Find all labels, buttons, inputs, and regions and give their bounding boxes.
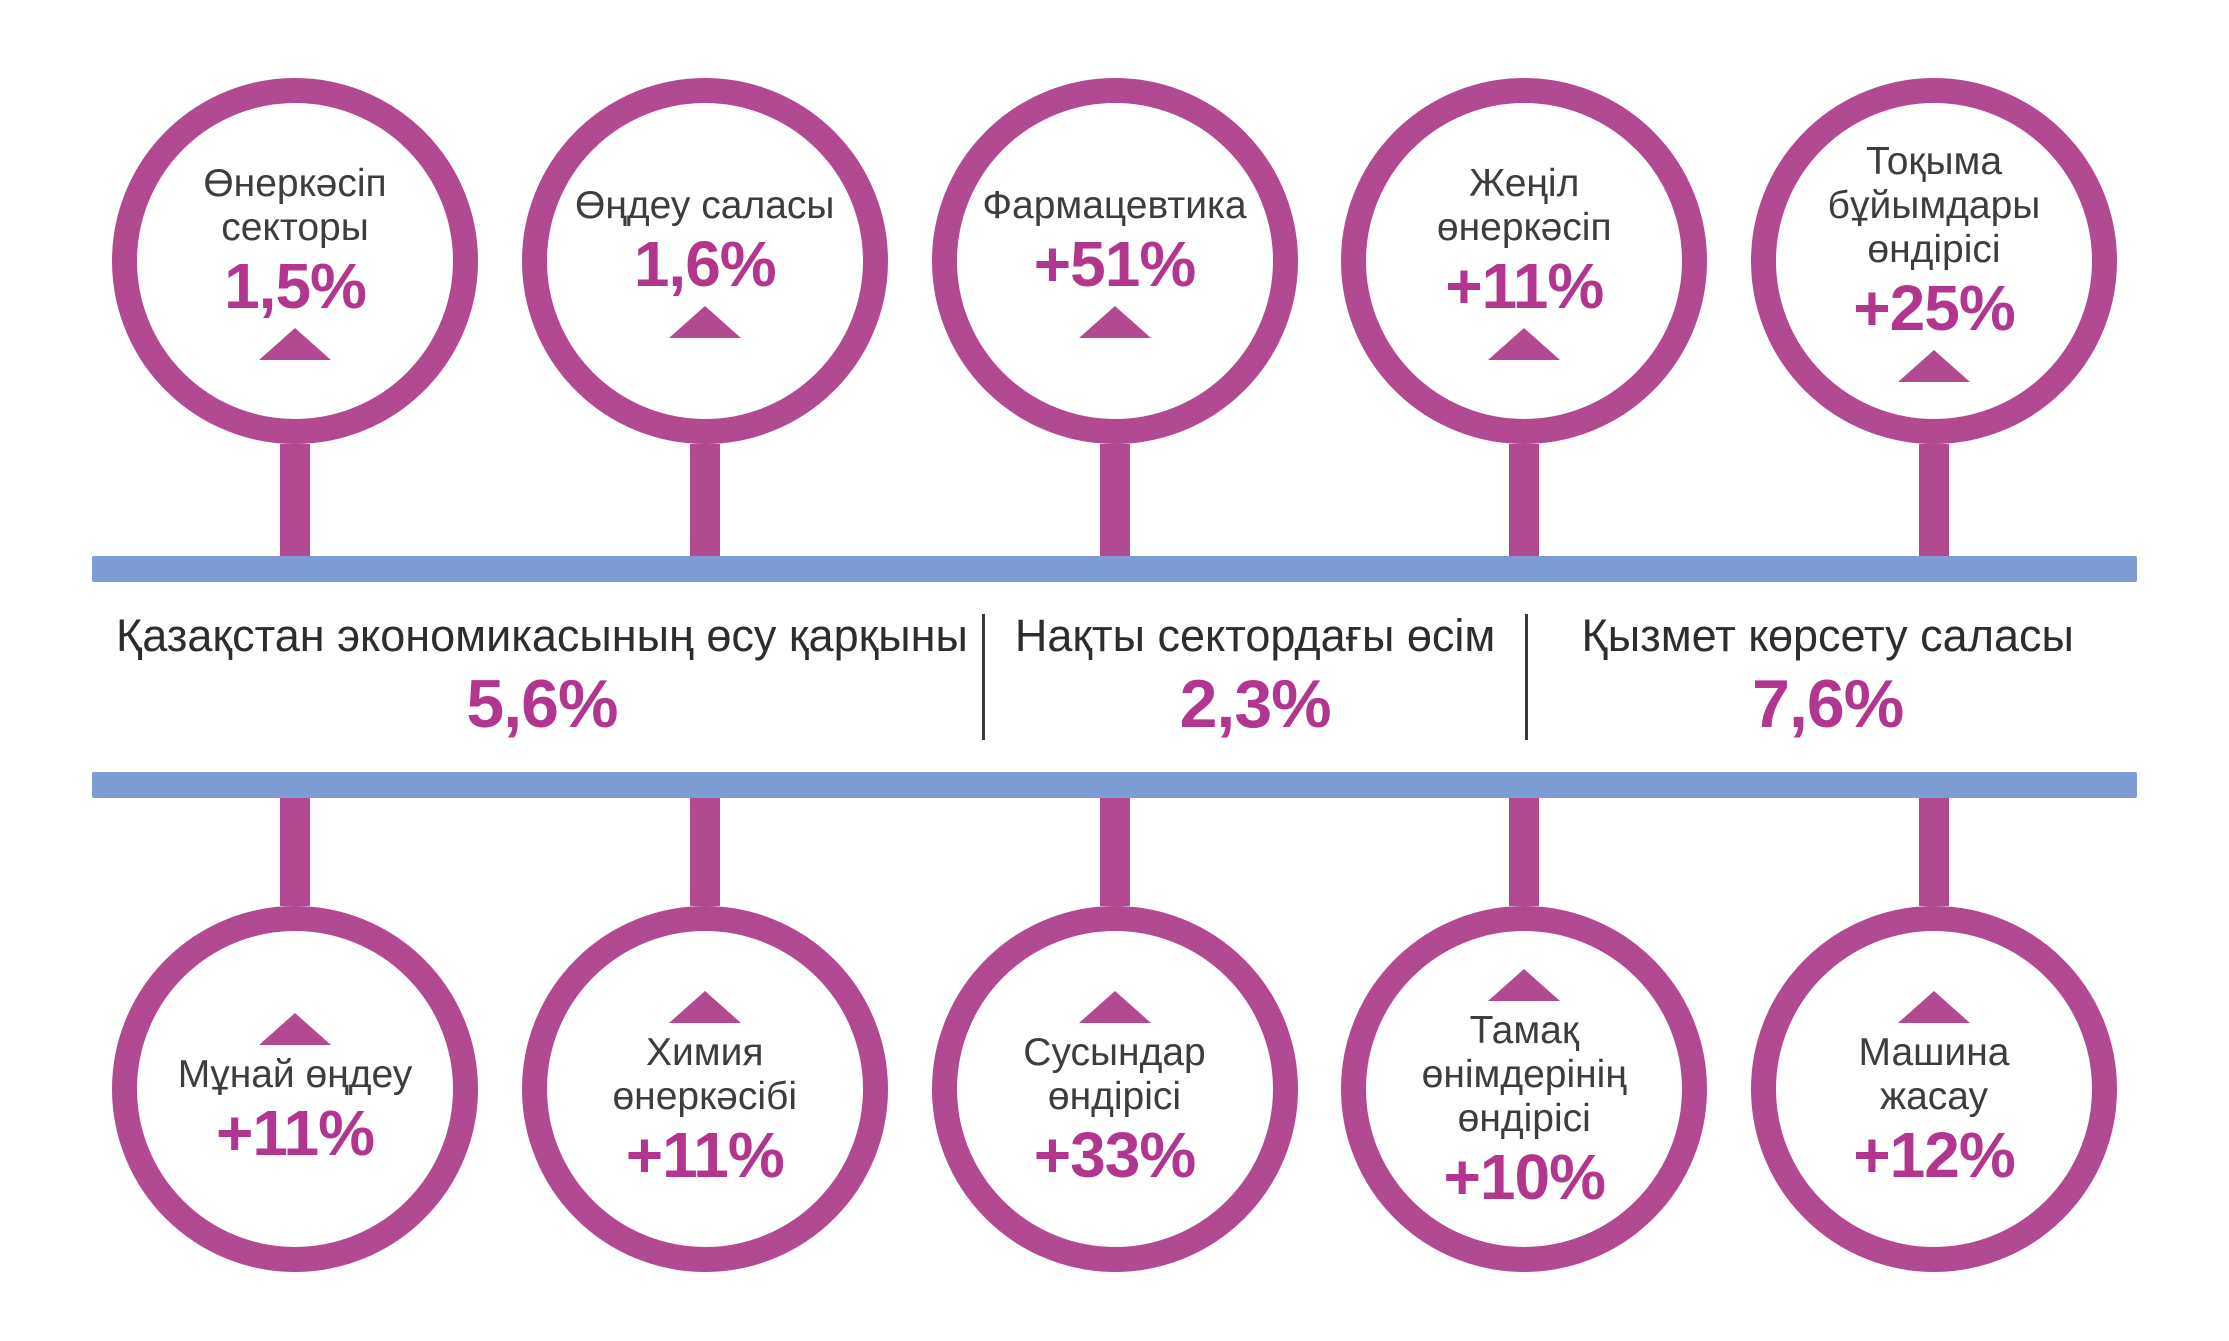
up-arrow-icon	[1078, 991, 1151, 1024]
stat-label: Машина жасау	[1858, 1031, 2010, 1118]
stat-value: +11%	[216, 1096, 375, 1169]
stat-node-industry-sector: Өнеркәсіп секторы 1,5%	[112, 78, 478, 556]
stat-value: +51%	[1033, 227, 1196, 300]
stat-node-textile-products: Тоқыма бұйымдары өндірісі +25%	[1751, 78, 2117, 556]
stat-node-processing-sector: Өңдеу саласы 1,6%	[521, 78, 888, 556]
stat-label: Жеңіл өнеркәсіп	[1436, 162, 1612, 249]
stat-value: +11%	[1445, 249, 1604, 322]
up-arrow-icon	[668, 991, 741, 1024]
summary-value: 2,3%	[1179, 665, 1332, 742]
stat-value: 1,6%	[633, 227, 777, 300]
stat-value: +33%	[1033, 1118, 1196, 1191]
summary-stat-economy-growth: Қазақстан экономикасының өсу қарқыны 5,6…	[110, 611, 974, 743]
summary-label: Қызмет көрсету саласы	[1581, 610, 2074, 662]
stat-value: +12%	[1853, 1118, 2015, 1191]
stat-value: 1,5%	[224, 249, 367, 322]
connector-stem	[1099, 798, 1130, 906]
stat-circle: Фармацевтика +51%	[931, 78, 1298, 444]
summary-band: Қазақстан экономикасының өсу қарқыны 5,6…	[0, 582, 2229, 772]
stat-circle: Сусындар өндірісі +33%	[931, 906, 1298, 1272]
stat-label: Сусындар өндірісі	[1023, 1031, 1206, 1118]
stat-circle: Жеңіл өнеркәсіп +11%	[1341, 78, 1708, 444]
stat-value: +10%	[1443, 1140, 1606, 1213]
up-arrow-icon	[1488, 969, 1561, 1002]
up-arrow-icon	[1898, 349, 1970, 382]
stat-circle: Мұнай өңдеу +11%	[112, 906, 478, 1272]
up-arrow-icon	[259, 1013, 331, 1046]
vertical-divider	[1524, 614, 1528, 740]
stat-circle: Тоқыма бұйымдары өндірісі +25%	[1751, 78, 2117, 444]
stat-value: +25%	[1853, 271, 2015, 344]
divider-bar-top	[92, 556, 2137, 582]
stat-label: Өнеркәсіп секторы	[203, 162, 387, 249]
connector-stem	[1919, 444, 1949, 556]
stat-node-light-industry: Жеңіл өнеркәсіп +11%	[1341, 78, 1708, 556]
connector-stem	[280, 444, 310, 556]
stat-node-pharmaceutics: Фармацевтика +51%	[931, 78, 1298, 556]
bottom-row: Мұнай өңдеу +11% Химия өнеркәсібі +11% С…	[0, 798, 2229, 1341]
summary-stat-services: Қызмет көрсету саласы 7,6%	[1536, 611, 2119, 743]
up-arrow-icon	[1078, 305, 1151, 338]
connector-stem	[1509, 444, 1540, 556]
stat-circle: Химия өнеркәсібі +11%	[521, 906, 888, 1272]
up-arrow-icon	[668, 305, 741, 338]
summary-value: 5,6%	[466, 665, 618, 742]
stat-node-chemical-industry: Химия өнеркәсібі +11%	[521, 798, 888, 1272]
connector-stem	[689, 444, 720, 556]
connector-stem	[280, 798, 310, 906]
stat-circle: Тамақ өнімдерінің өндірісі +10%	[1341, 906, 1708, 1272]
stat-label: Мұнай өңдеу	[177, 1053, 413, 1097]
connector-stem	[1509, 798, 1540, 906]
summary-label: Нақты сектордағы өсім	[1014, 610, 1496, 662]
stat-circle: Өңдеу саласы 1,6%	[521, 78, 888, 444]
up-arrow-icon	[259, 327, 331, 360]
summary-stat-real-sector: Нақты сектордағы өсім 2,3%	[994, 611, 1516, 743]
connector-stem	[1099, 444, 1130, 556]
stat-label: Өңдеу саласы	[575, 184, 835, 228]
stat-label: Тамақ өнімдерінің өндірісі	[1421, 1009, 1627, 1140]
stat-circle: Өнеркәсіп секторы 1,5%	[112, 78, 478, 444]
stat-value: +11%	[625, 1118, 785, 1191]
stat-label: Фармацевтика	[982, 184, 1247, 228]
stat-label: Химия өнеркәсібі	[612, 1031, 798, 1118]
connector-stem	[689, 798, 720, 906]
up-arrow-icon	[1898, 991, 1970, 1024]
stat-node-food-products: Тамақ өнімдерінің өндірісі +10%	[1341, 798, 1708, 1272]
stat-node-beverages: Сусындар өндірісі +33%	[931, 798, 1298, 1272]
summary-value: 7,6%	[1752, 665, 1904, 742]
top-row: Өнеркәсіп секторы 1,5% Өңдеу саласы 1,6%…	[0, 0, 2229, 556]
summary-label: Қазақстан экономикасының өсу қарқыны	[116, 610, 968, 662]
up-arrow-icon	[1488, 327, 1561, 360]
stat-node-oil-refining: Мұнай өңдеу +11%	[112, 798, 478, 1272]
stat-node-machine-building: Машина жасау +12%	[1751, 798, 2117, 1272]
divider-bar-bottom	[92, 772, 2137, 798]
connector-stem	[1919, 798, 1949, 906]
vertical-divider	[982, 614, 986, 740]
stat-label: Тоқыма бұйымдары өндірісі	[1827, 140, 2041, 271]
stat-circle: Машина жасау +12%	[1751, 906, 2117, 1272]
